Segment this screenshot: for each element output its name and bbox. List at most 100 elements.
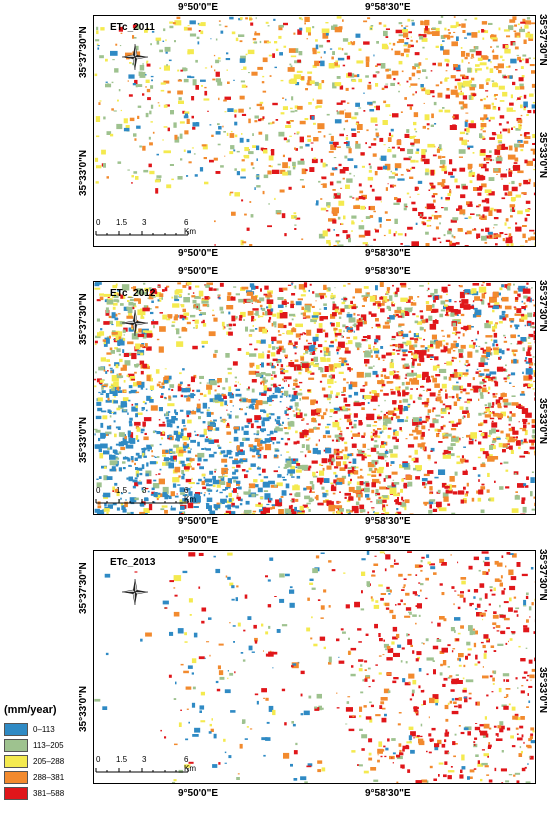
field-patch xyxy=(492,402,495,406)
field-patch xyxy=(399,400,402,404)
field-patch xyxy=(423,446,427,452)
field-patch xyxy=(186,175,189,177)
field-patch xyxy=(158,419,161,421)
field-patch xyxy=(344,112,352,118)
field-patch xyxy=(267,309,273,316)
field-patch xyxy=(380,308,385,313)
field-patch xyxy=(450,25,457,29)
field-patch xyxy=(448,376,452,381)
field-patch xyxy=(489,116,495,120)
field-patch xyxy=(217,378,222,383)
field-patch xyxy=(399,282,407,286)
field-patch xyxy=(386,462,389,467)
field-patch xyxy=(438,507,447,512)
field-patch xyxy=(504,405,508,408)
field-patch xyxy=(254,187,256,190)
field-patch xyxy=(186,487,191,491)
field-patch xyxy=(358,196,363,200)
field-patch xyxy=(393,429,397,433)
field-patch xyxy=(278,131,285,137)
field-patch xyxy=(452,217,459,221)
field-patch xyxy=(323,51,326,54)
field-patch xyxy=(249,334,252,337)
field-patch xyxy=(321,80,325,84)
field-patch xyxy=(182,511,185,514)
field-patch xyxy=(460,106,464,109)
field-patch xyxy=(480,486,486,490)
field-patch xyxy=(384,163,391,170)
field-patch xyxy=(295,385,300,388)
field-patch xyxy=(518,141,521,143)
field-patch xyxy=(198,314,203,316)
field-patch xyxy=(365,416,369,420)
field-patch xyxy=(162,289,165,292)
field-patch xyxy=(322,162,326,168)
field-patch xyxy=(269,437,273,442)
field-patch xyxy=(347,330,353,333)
field-patch xyxy=(386,504,389,507)
field-patch xyxy=(282,97,285,99)
field-patch xyxy=(487,231,493,235)
field-patch xyxy=(175,438,178,441)
field-patch xyxy=(130,389,137,394)
field-patch xyxy=(329,181,334,186)
field-patch xyxy=(326,394,332,399)
field-patch xyxy=(266,503,270,506)
field-patch xyxy=(344,120,349,123)
field-patch xyxy=(346,178,353,183)
field-patch xyxy=(380,63,386,69)
field-patch xyxy=(244,154,250,159)
field-patch xyxy=(518,421,520,423)
field-patch xyxy=(217,81,223,86)
field-patch xyxy=(389,362,394,369)
field-patch xyxy=(305,169,308,172)
field-patch xyxy=(478,370,482,372)
field-patch xyxy=(484,571,489,575)
field-patch xyxy=(437,428,442,432)
field-patch xyxy=(188,394,192,397)
field-patch xyxy=(373,346,375,348)
field-patch xyxy=(420,20,424,26)
field-patch xyxy=(372,424,377,427)
field-patch xyxy=(179,121,185,124)
field-patch xyxy=(245,85,248,88)
field-patch xyxy=(153,492,158,498)
field-patch xyxy=(239,17,243,20)
field-patch xyxy=(303,332,307,335)
field-patch xyxy=(107,370,109,372)
field-patch xyxy=(353,205,360,209)
field-patch xyxy=(500,131,502,134)
field-patch xyxy=(99,331,105,336)
field-patch xyxy=(135,343,141,350)
field-patch xyxy=(534,397,535,401)
field-patch xyxy=(159,312,163,314)
field-patch xyxy=(440,349,447,353)
field-patch xyxy=(336,180,342,184)
field-patch xyxy=(183,115,189,119)
field-patch xyxy=(144,287,149,292)
field-patch xyxy=(333,327,338,331)
field-patch xyxy=(384,487,390,490)
field-patch xyxy=(99,379,104,383)
field-patch xyxy=(166,184,172,189)
field-patch xyxy=(446,88,450,91)
field-patch xyxy=(333,62,338,66)
field-patch xyxy=(326,357,331,362)
field-patch xyxy=(221,393,226,397)
field-patch xyxy=(467,163,473,169)
field-patch xyxy=(323,412,327,416)
field-patch xyxy=(172,395,178,398)
field-patch xyxy=(322,230,328,237)
field-patch xyxy=(516,54,520,56)
field-patch xyxy=(456,312,459,316)
field-patch xyxy=(304,22,306,25)
field-patch xyxy=(313,643,318,647)
field-patch xyxy=(182,498,188,502)
field-patch xyxy=(482,137,486,140)
field-patch xyxy=(134,371,137,374)
field-patch xyxy=(294,109,298,112)
field-patch xyxy=(338,163,342,167)
field-patch xyxy=(501,178,503,180)
field-patch xyxy=(474,17,478,20)
field-patch xyxy=(264,310,268,316)
